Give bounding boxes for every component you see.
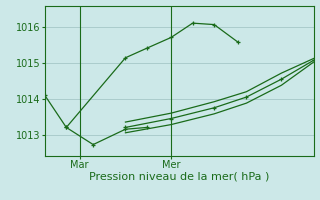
X-axis label: Pression niveau de la mer( hPa ): Pression niveau de la mer( hPa ) (89, 172, 269, 182)
